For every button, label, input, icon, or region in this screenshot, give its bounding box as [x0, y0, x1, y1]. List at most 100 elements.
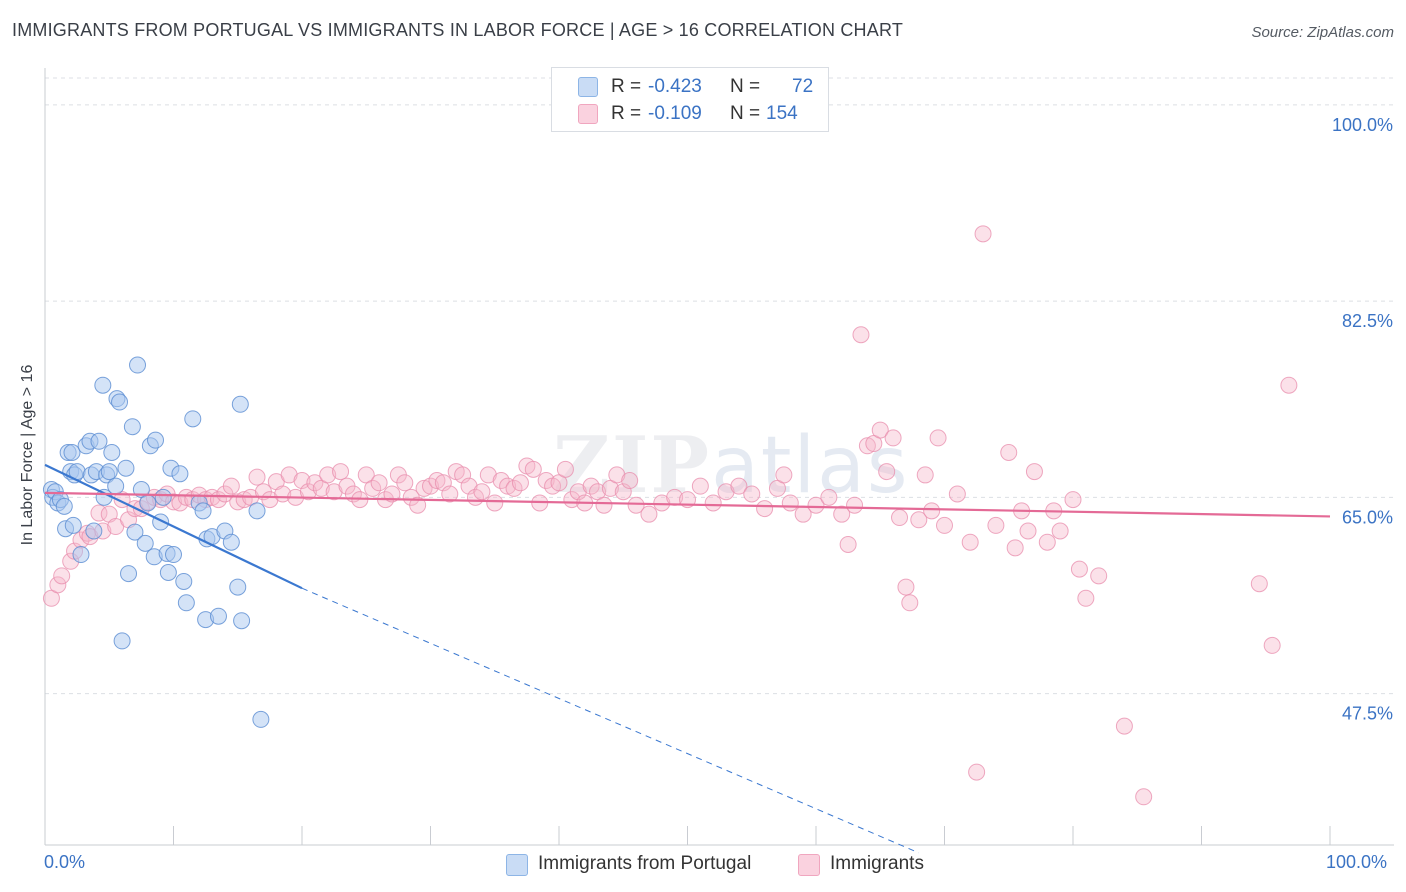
data-point-immigrants — [775, 466, 793, 484]
stats-row-portugal: R = -0.423 N = 72 — [552, 74, 828, 100]
data-point-portugal — [136, 534, 154, 552]
data-point-immigrants — [948, 485, 966, 503]
stats-r-label: R = — [611, 76, 642, 97]
data-point-immigrants — [524, 460, 542, 478]
data-point-portugal — [63, 444, 81, 461]
data-point-immigrants — [595, 496, 613, 514]
data-point-portugal — [248, 502, 266, 520]
data-point-immigrants — [743, 485, 761, 503]
data-point-portugal — [123, 418, 141, 436]
data-point-immigrants — [1090, 567, 1108, 585]
data-point-immigrants — [229, 493, 247, 511]
data-point-portugal — [103, 444, 121, 461]
data-point-immigrants — [916, 466, 934, 484]
data-point-portugal — [55, 497, 73, 515]
data-point-immigrants — [1006, 539, 1024, 557]
stats-n-value: 72 — [792, 76, 814, 97]
data-point-immigrants — [923, 502, 941, 520]
data-point-immigrants — [987, 516, 1005, 534]
data-point-immigrants — [537, 472, 555, 490]
data-point-immigrants — [486, 494, 504, 512]
data-point-immigrants — [556, 460, 574, 478]
data-point-immigrants — [833, 505, 851, 523]
trend-lines-front — [44, 463, 1331, 854]
data-point-immigrants — [473, 483, 491, 501]
data-point-immigrants — [306, 474, 324, 492]
data-point-immigrants — [1025, 463, 1043, 481]
data-point-portugal — [139, 494, 157, 512]
series-immigrants-points — [42, 225, 1298, 806]
legend-label-immigrants: Immigrants — [830, 853, 924, 874]
data-point-immigrants — [1000, 444, 1018, 461]
stats-n-label: N = — [730, 103, 761, 124]
data-point-immigrants — [807, 496, 825, 514]
data-point-immigrants — [280, 466, 298, 484]
data-point-immigrants — [974, 225, 992, 243]
data-point-immigrants — [901, 594, 919, 612]
data-point-immigrants — [325, 483, 343, 501]
data-point-portugal — [165, 546, 182, 564]
data-point-immigrants — [730, 477, 748, 495]
stats-row-immigrants: R = -0.109 N = 154 — [552, 101, 828, 127]
stats-n-label: N = — [730, 76, 761, 97]
data-point-portugal — [171, 465, 189, 483]
data-point-immigrants — [53, 567, 71, 585]
data-point-immigrants — [332, 463, 350, 481]
data-point-portugal — [252, 710, 270, 728]
data-point-immigrants — [261, 491, 279, 509]
y-tick-label: 47.5% — [1342, 704, 1393, 724]
trend-line-immigrants — [44, 491, 1331, 518]
source-label: Source: ZipAtlas.com — [1251, 24, 1394, 41]
data-point-immigrants — [897, 578, 915, 596]
y-tick-label: 82.5% — [1342, 311, 1393, 331]
chart-title: IMMIGRANTS FROM PORTUGAL VS IMMIGRANTS I… — [12, 20, 904, 40]
data-point-immigrants — [499, 477, 517, 495]
data-point-portugal — [120, 565, 138, 583]
data-point-portugal — [231, 395, 249, 413]
stats-swatch-portugal — [578, 77, 598, 97]
data-point-immigrants — [396, 474, 414, 492]
data-point-immigrants — [1115, 717, 1133, 735]
data-point-immigrants — [627, 496, 645, 514]
data-point-immigrants — [871, 421, 889, 439]
data-point-portugal — [129, 356, 147, 374]
legend-label-portugal: Immigrants from Portugal — [538, 853, 752, 874]
data-point-immigrants — [1135, 788, 1153, 806]
data-point-immigrants — [756, 500, 774, 518]
data-point-immigrants — [910, 511, 928, 529]
stats-swatch-immigrants — [578, 104, 598, 124]
y-tick-label: 100.0% — [1332, 115, 1393, 135]
data-point-immigrants — [582, 477, 600, 495]
stats-n-value: 154 — [766, 103, 798, 124]
data-point-portugal — [72, 546, 90, 564]
grid-lines — [45, 77, 1394, 695]
data-point-immigrants — [884, 429, 902, 447]
data-point-immigrants — [422, 477, 439, 495]
data-point-portugal — [159, 563, 177, 581]
data-point-portugal — [177, 594, 195, 612]
data-point-portugal — [85, 522, 103, 540]
data-point-immigrants — [1038, 533, 1056, 551]
data-point-immigrants — [820, 488, 838, 506]
data-point-immigrants — [409, 496, 427, 514]
data-point-immigrants — [621, 472, 639, 490]
data-point-portugal — [222, 533, 240, 551]
data-point-immigrants — [717, 483, 735, 501]
data-point-immigrants — [968, 763, 986, 781]
data-point-immigrants — [846, 496, 864, 514]
stats-r-value: -0.423 — [648, 76, 702, 97]
y-tick-label: 65.0% — [1342, 507, 1393, 527]
data-point-immigrants — [878, 463, 896, 481]
data-point-immigrants — [492, 472, 510, 490]
data-point-immigrants — [428, 472, 446, 490]
data-point-portugal — [194, 502, 212, 520]
axes — [44, 68, 1394, 846]
trend-line-portugal-extrapolated — [301, 587, 919, 854]
data-point-immigrants — [1263, 636, 1281, 654]
data-point-immigrants — [858, 437, 876, 455]
data-point-immigrants — [1064, 491, 1082, 509]
data-point-portugal — [90, 432, 108, 450]
data-point-immigrants — [319, 466, 337, 484]
data-point-immigrants — [929, 429, 947, 447]
